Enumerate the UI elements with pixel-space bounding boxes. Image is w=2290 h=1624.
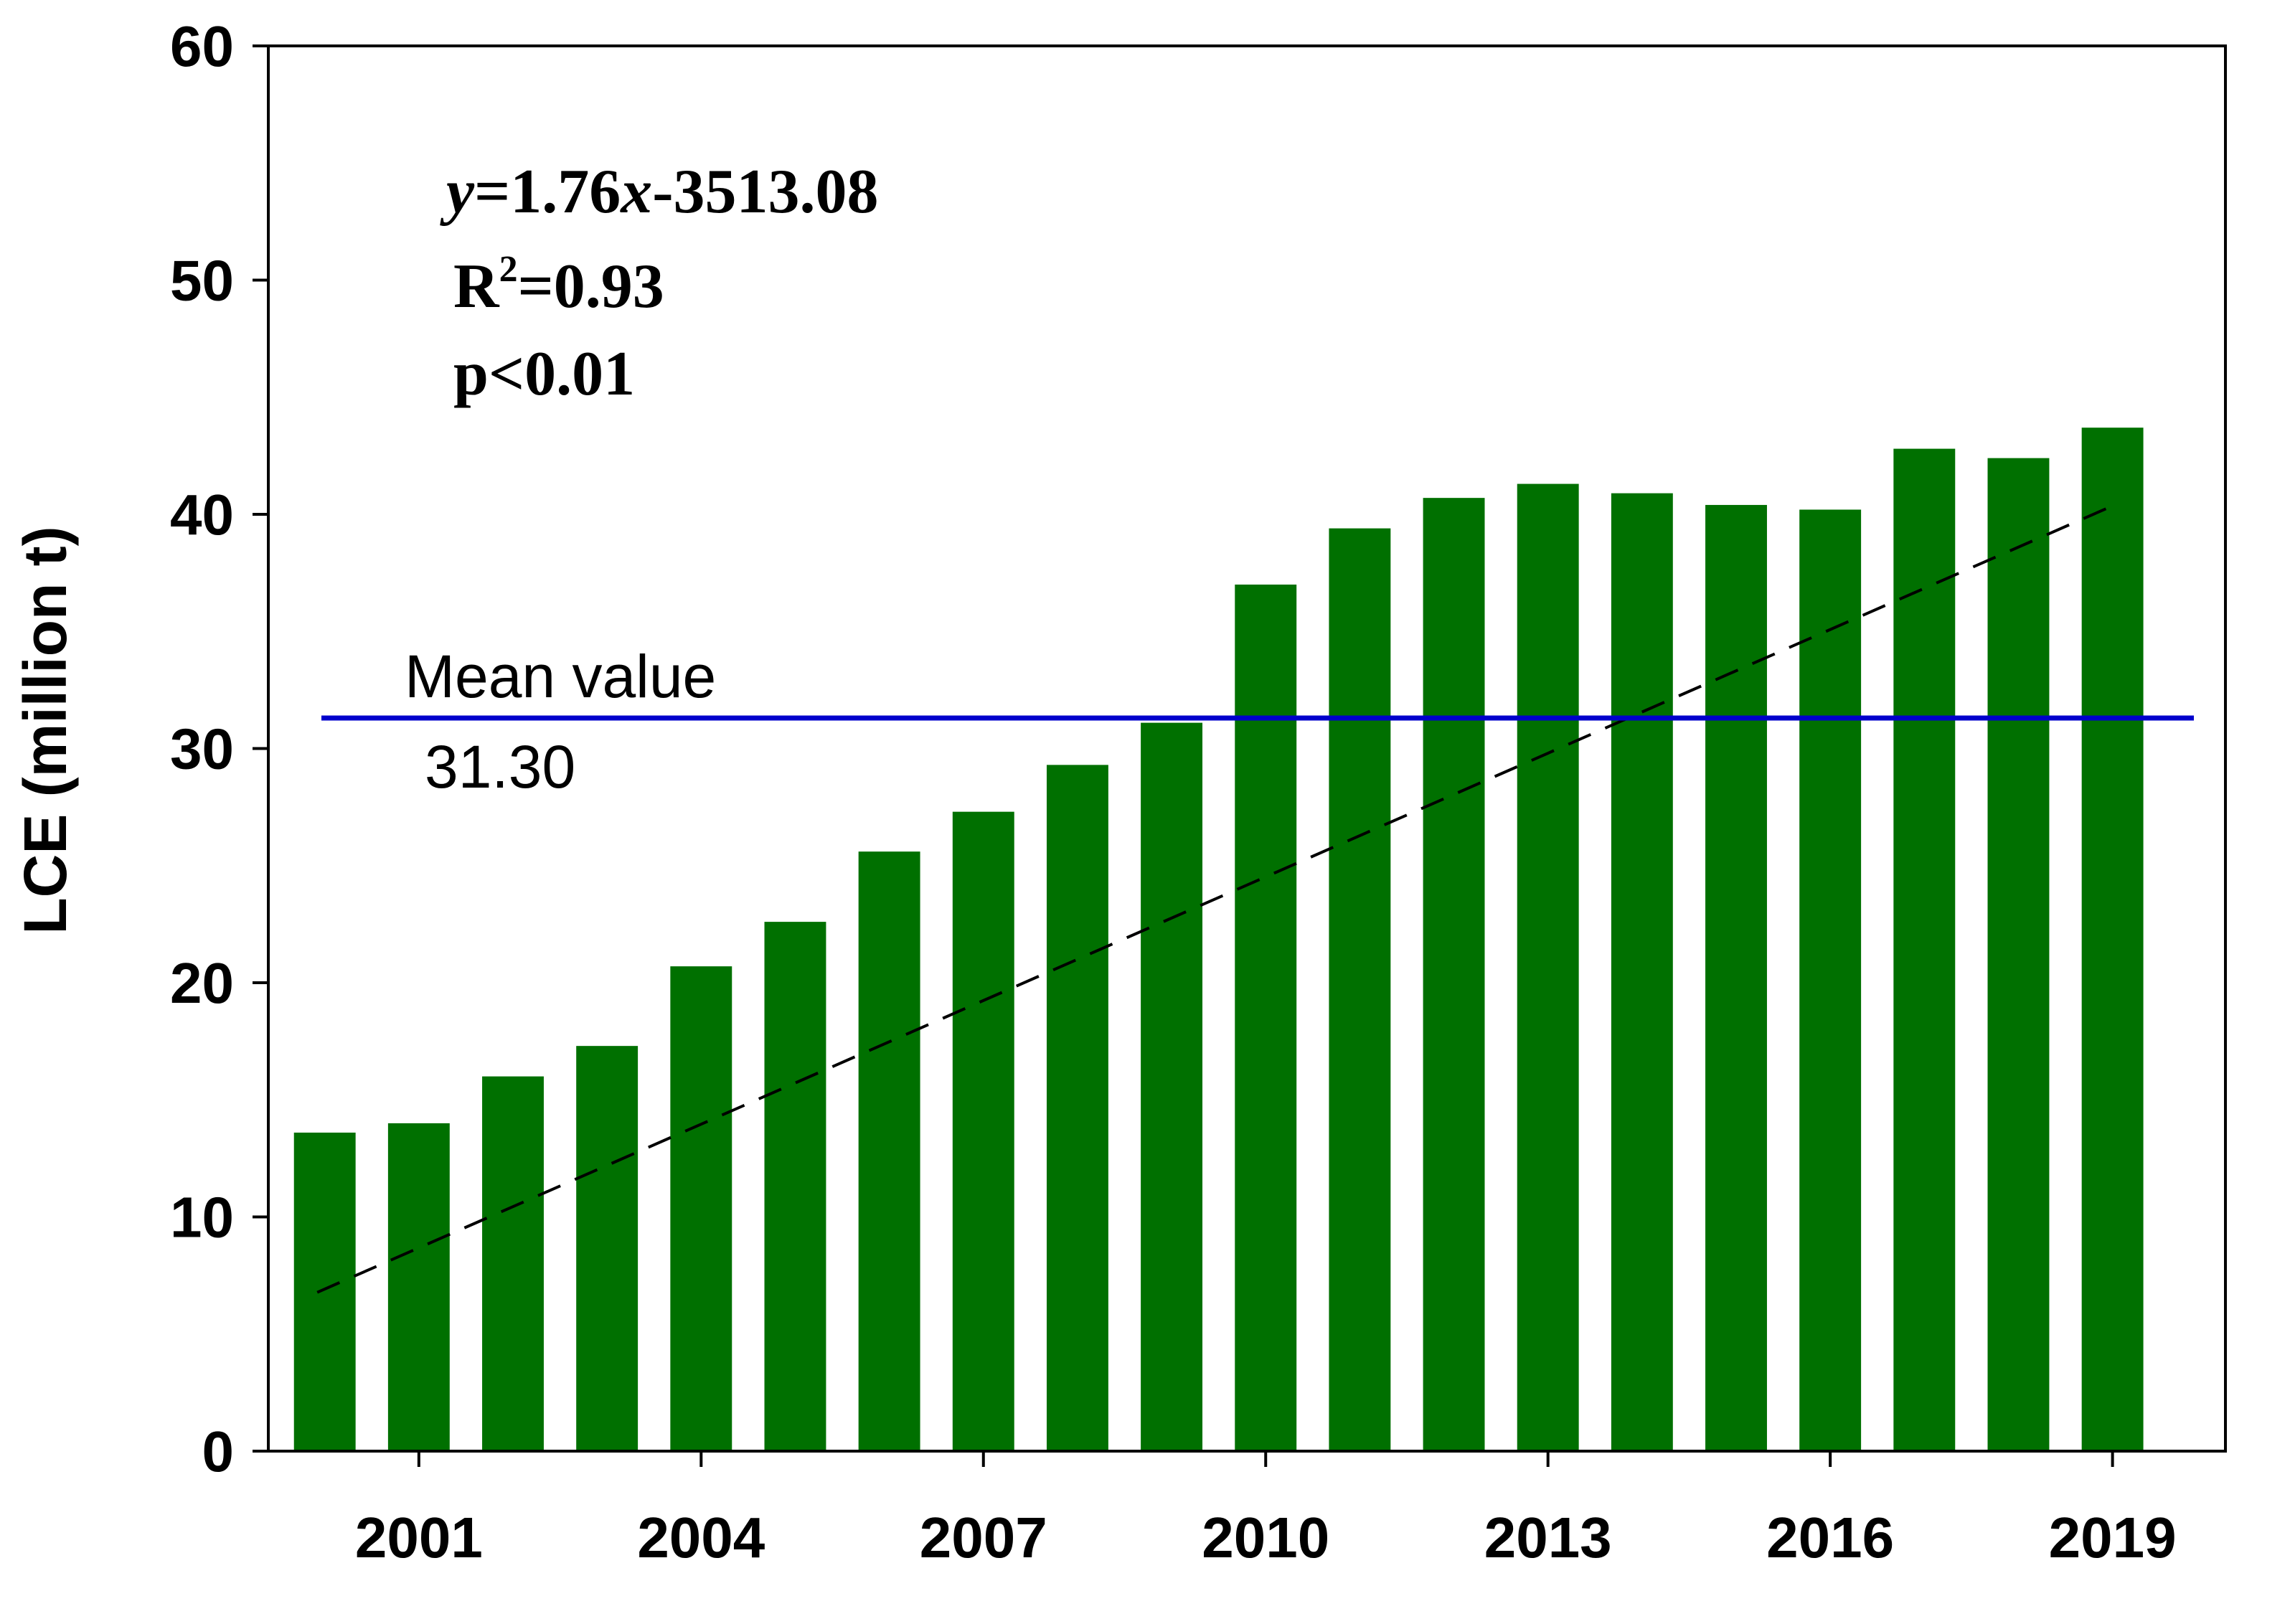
bar-2011	[1329, 528, 1391, 1451]
axes-layer: 0 10 20 30 40 50 60 2001 2004 2007 2010 2013 2016 201…	[170, 14, 2227, 1569]
bar-2007	[952, 811, 1014, 1451]
x-tick-label-2004: 2004	[637, 1506, 765, 1569]
mean-value-label: Mean value	[405, 643, 716, 710]
bar-2002	[482, 1076, 544, 1451]
regression-equation: y=1.76x-3513.08	[440, 157, 879, 227]
y-tick-label-50: 50	[170, 249, 234, 313]
x-tick-label-2001: 2001	[355, 1506, 483, 1569]
bar-2017	[1893, 448, 1956, 1451]
y-tick-label-30: 30	[170, 717, 234, 781]
bar-2003	[576, 1046, 639, 1451]
y-tick-label-60: 60	[170, 14, 234, 78]
y-tick-label-10: 10	[170, 1186, 234, 1250]
bar-2004	[670, 966, 732, 1451]
bar-2013	[1517, 483, 1579, 1451]
bar-2006	[858, 851, 920, 1451]
bars-layer	[293, 428, 2144, 1452]
x-tick-label-2007: 2007	[920, 1506, 1047, 1569]
annotation-layer: LCE (million t) y=1.76x-3513.08 R2=0.93 …	[11, 157, 879, 935]
bar-2014	[1611, 493, 1673, 1451]
bar-2018	[1987, 458, 2050, 1451]
equation-x-var: x	[619, 157, 652, 227]
x-tick-label-2019: 2019	[2049, 1506, 2177, 1569]
equation-y-var: y	[440, 157, 475, 227]
y-tick-label-40: 40	[170, 483, 234, 547]
bar-2016	[1799, 509, 1862, 1451]
y-axis-title: LCE (million t)	[11, 526, 79, 934]
equation-slope: =1.76	[474, 157, 621, 227]
bar-2010	[1235, 584, 1297, 1452]
bar-2012	[1423, 498, 1485, 1451]
equation-intercept: -3513.08	[652, 157, 878, 227]
mean-value-number: 31.30	[425, 733, 575, 801]
r-squared: R2=0.93	[453, 249, 664, 321]
r-squared-value: =0.93	[518, 252, 664, 321]
r-squared-superscript: 2	[499, 249, 518, 290]
y-tick-label-20: 20	[170, 951, 234, 1015]
p-value: p<0.01	[453, 339, 635, 409]
bar-2009	[1141, 722, 1203, 1451]
x-tick-label-2010: 2010	[1202, 1506, 1329, 1569]
bar-2005	[764, 922, 826, 1451]
lines-layer	[316, 504, 2194, 1294]
bar-2019	[2081, 428, 2144, 1452]
bar-2015	[1705, 504, 1767, 1452]
bar-2000	[293, 1132, 356, 1451]
r-squared-base: R	[453, 252, 500, 321]
x-tick-label-2013: 2013	[1484, 1506, 1612, 1569]
bar-2001	[387, 1123, 450, 1451]
y-tick-label-0: 0	[202, 1420, 235, 1483]
x-tick-label-2016: 2016	[1766, 1506, 1894, 1569]
trend-line	[316, 504, 2116, 1294]
bar-2008	[1046, 765, 1108, 1451]
